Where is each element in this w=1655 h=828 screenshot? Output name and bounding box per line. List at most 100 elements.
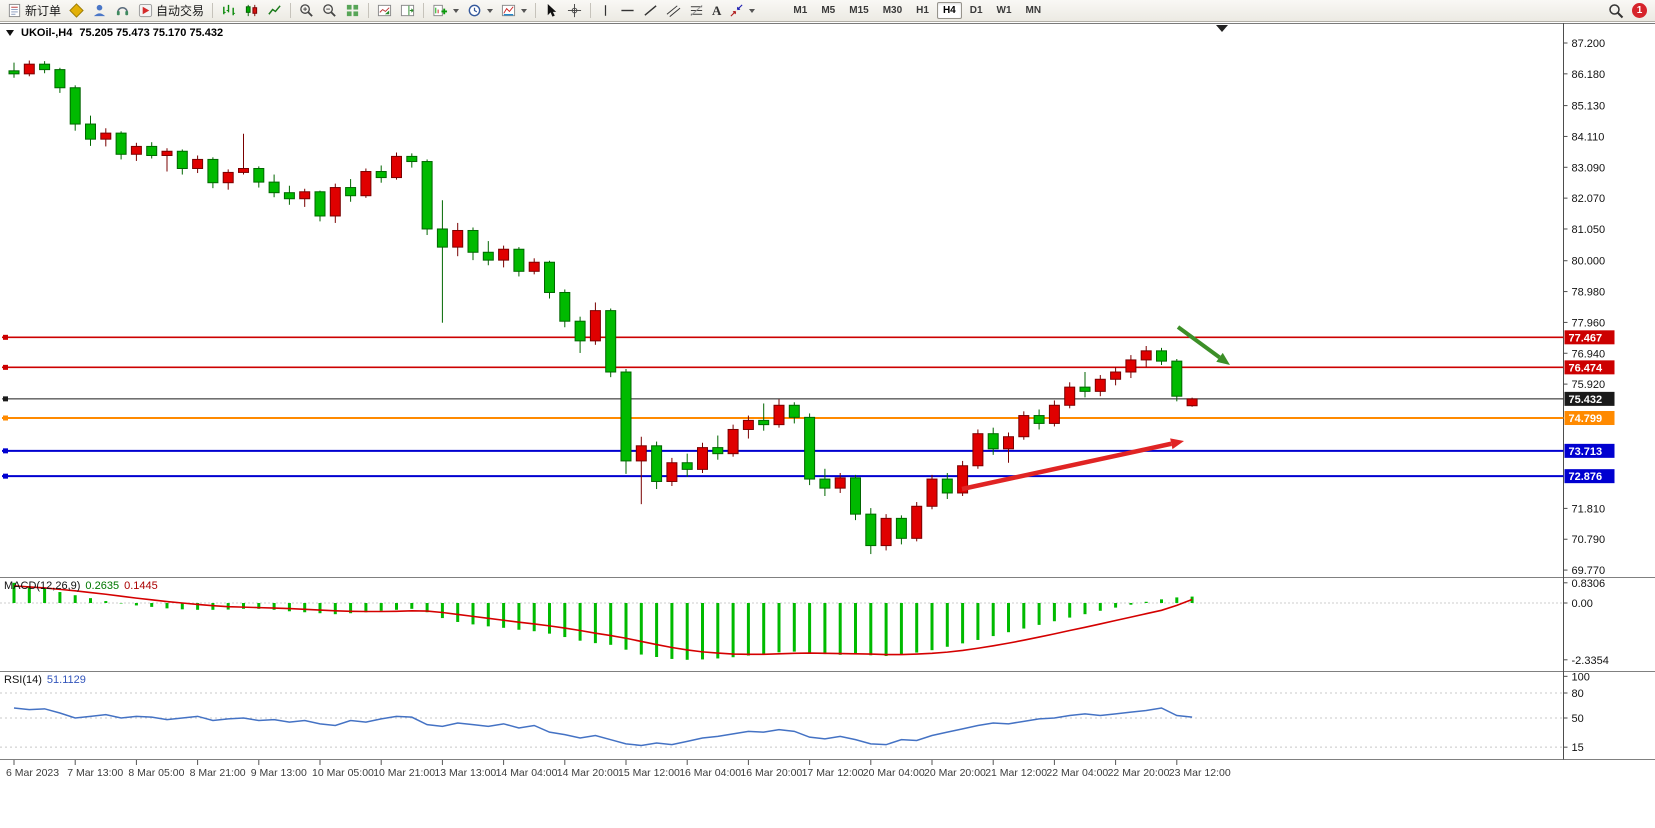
toolbar-separator [290,3,292,18]
time-axis-label: 6 Mar 2023 [6,767,59,779]
timeframe-button-d1[interactable]: D1 [969,5,983,16]
red-up-arrow[interactable] [961,441,1172,492]
zoom-out-button[interactable] [319,1,340,20]
timeframe-button-h1[interactable]: H1 [916,5,929,16]
vertical-line-button[interactable] [596,1,615,20]
price-axis-label: 71.810 [1572,503,1606,515]
candle-body [865,513,877,547]
timeframe-button-m5[interactable]: M5 [821,5,836,16]
line-chart-button[interactable] [264,1,285,20]
candle-body [911,505,923,539]
price-tag [1564,411,1615,426]
arrows-icon [730,4,743,17]
candle-body [482,251,494,261]
rsi-line [13,707,1193,747]
candle-body [253,167,265,183]
macd-label: MACD(12,26,9) [4,580,81,592]
timeframe-button-m1[interactable]: M1 [793,5,808,16]
candle-body [283,192,295,200]
rsi-axis-label: 100 [1572,671,1590,683]
time-axis-label: 17 Mar 12:00 [802,767,864,779]
zoom-in-button[interactable] [296,1,317,20]
candle-body [345,187,357,197]
time-axis-label: 8 Mar 21:00 [190,767,246,779]
candle-body [1110,371,1122,380]
green-down-arrow-head[interactable] [1216,352,1230,365]
rsi-indicator-title: RSI(14) 51.1129 [4,674,86,686]
candle-body [222,171,234,184]
new-order-button[interactable]: 新订单 [4,1,64,20]
cursor-icon [547,3,557,17]
line-handle[interactable] [3,364,8,370]
trendline-button[interactable] [640,1,661,20]
periods-button[interactable] [464,1,496,20]
dropdown-caret [749,8,756,13]
text-button[interactable]: A [709,1,724,20]
candle-body [176,150,188,169]
time-axis-label: 21 Mar 12:00 [985,767,1047,779]
time-axis-label: 10 Mar 21:00 [373,767,435,779]
new-chart-button[interactable] [429,1,462,20]
macd-main-value: 0.2635 [85,580,120,592]
candle-body [574,320,586,342]
price-tag [1564,443,1615,458]
search-icon[interactable] [1608,3,1624,19]
time-axis-label: 20 Mar 04:00 [863,767,925,779]
candle-body [605,310,617,373]
arrows-button[interactable] [726,1,758,20]
candle-body [880,517,892,547]
line-handle[interactable] [3,334,8,340]
candle-body [130,145,142,155]
terminal-button[interactable] [112,1,133,20]
price-tag-label: 77.467 [1569,332,1603,344]
headset-icon [116,7,129,16]
candle-body [895,517,907,539]
autotrading-button[interactable]: 自动交易 [135,1,207,20]
tile-windows-button[interactable] [342,1,363,20]
candlestick-chart-button[interactable] [241,1,262,20]
horizontal-line-button[interactable] [617,1,638,20]
line-handle[interactable] [3,448,8,454]
toolbar-separator [423,3,425,18]
fibonacci-button[interactable] [686,1,707,20]
candle-body [238,167,249,173]
auto-scroll-button[interactable] [374,1,395,20]
time-axis-label: 14 Mar 04:00 [496,767,558,779]
timeframe-button-m15[interactable]: M15 [849,5,869,16]
chart-shift-marker[interactable] [1216,25,1228,32]
candle-body [1048,404,1060,424]
timeframe-button-m30[interactable]: M30 [882,5,903,16]
line-handle[interactable] [3,415,8,421]
candle-body [1033,415,1045,424]
navigator-button[interactable] [89,1,110,20]
chart-shift-button[interactable] [397,1,418,20]
timeframe-button-mn[interactable]: MN [1025,5,1042,16]
green-down-arrow[interactable] [1176,325,1221,359]
templates-button[interactable] [498,1,530,20]
price-axis-label: 82.070 [1572,193,1606,205]
crosshair-button[interactable] [564,1,585,20]
one-click-trading-toggle[interactable] [6,30,14,36]
timeframe-button-h4[interactable]: H4 [936,2,962,19]
notification-badge[interactable]: 1 [1632,3,1647,18]
line-handle[interactable] [3,396,8,402]
price-tag-label: 75.432 [1569,394,1603,406]
timeframe-button-w1[interactable]: W1 [996,5,1012,16]
line-handle[interactable] [3,473,8,479]
bar-chart-button[interactable] [218,1,239,20]
candle-body [406,155,418,163]
candle-body [69,87,81,125]
cursor-button[interactable] [541,1,562,20]
channel-button[interactable] [663,1,684,20]
market-watch-button[interactable] [66,1,87,20]
red-up-arrow-head[interactable] [1170,438,1184,450]
candle-body [85,123,96,140]
autotrading-icon [138,3,153,18]
rsi-axis-label: 15 [1572,742,1584,754]
time-axis-label: 10 Mar 05:00 [312,767,374,779]
time-axis-label: 22 Mar 20:00 [1108,767,1170,779]
time-axis-label: 9 Mar 13:00 [251,767,307,779]
rsi-label: RSI(14) [4,674,42,686]
price-tag [1564,330,1615,345]
